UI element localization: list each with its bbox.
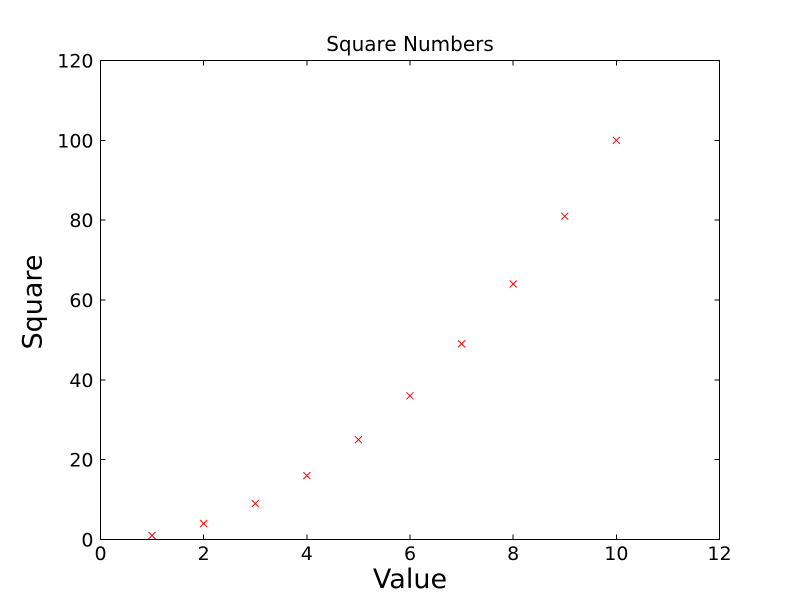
- data-point: [199, 519, 208, 528]
- data-point: [612, 136, 621, 145]
- x-tick-label: 10: [604, 543, 628, 565]
- axes-frame: [100, 60, 720, 540]
- y-tick-label: 80: [69, 210, 93, 232]
- y-tick-label: 40: [69, 370, 93, 392]
- y-tick-label: 20: [69, 450, 93, 472]
- x-tick-label: 6: [404, 543, 416, 565]
- x-axis-label: Value: [372, 564, 448, 595]
- data-point: [148, 531, 156, 540]
- x-tick-label: 8: [507, 543, 519, 565]
- data-point: [302, 471, 311, 480]
- x-marker-stroke: [354, 435, 363, 444]
- x-tick-label: 12: [707, 543, 731, 565]
- chart-title: Square Numbers: [326, 32, 494, 56]
- x-marker-stroke: [560, 212, 569, 221]
- data-point: [251, 499, 260, 508]
- data-point: [509, 280, 518, 288]
- y-tick-label: 0: [81, 530, 93, 552]
- x-tick-label: 2: [198, 543, 210, 565]
- data-point: [457, 340, 466, 348]
- data-point: [560, 212, 569, 221]
- x-marker-stroke: [302, 471, 311, 480]
- x-marker-stroke: [251, 499, 260, 508]
- x-marker-stroke: [148, 531, 156, 540]
- y-tick-label: 120: [57, 51, 93, 73]
- y-tick-label: 100: [57, 130, 93, 152]
- y-tick-label: 60: [69, 290, 93, 312]
- x-marker-stroke: [406, 391, 414, 400]
- x-marker-stroke: [457, 340, 466, 348]
- data-point: [406, 391, 414, 400]
- data-point: [354, 435, 363, 444]
- x-tick-label: 0: [94, 543, 106, 565]
- x-marker-stroke: [509, 280, 518, 288]
- x-marker-stroke: [199, 519, 208, 528]
- x-marker-stroke: [612, 136, 621, 145]
- x-tick-label: 4: [301, 543, 313, 565]
